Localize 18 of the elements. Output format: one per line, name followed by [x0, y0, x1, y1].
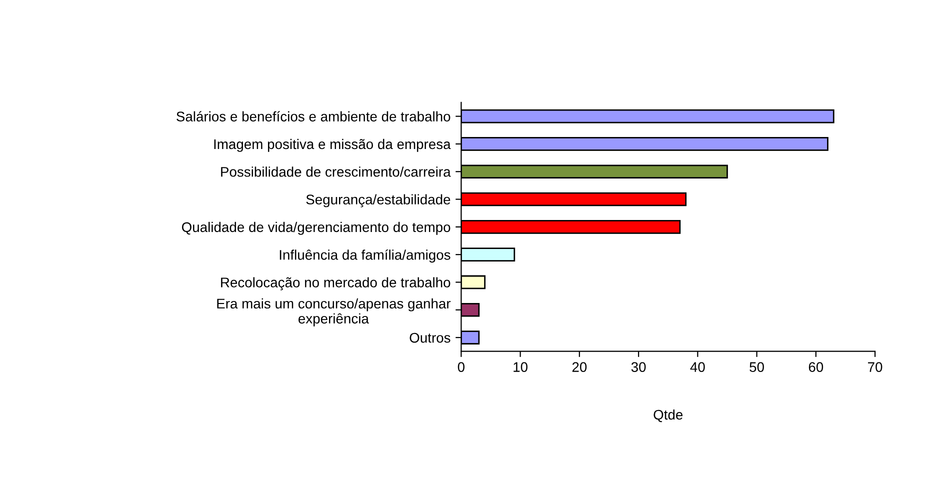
y-tick-label: Possibilidade de crescimento/carreira [221, 166, 451, 177]
x-tick-label: 50 [750, 362, 764, 372]
x-tick-label: 40 [690, 362, 705, 372]
x-tick-label: 20 [572, 362, 587, 372]
y-tick-label: Recolocação no mercado de trabalho [221, 277, 450, 290]
y-tick-label: Segurança/estabilidade [306, 194, 450, 208]
x-tick-label: 0 [458, 362, 465, 372]
y-tick-label: Qualidade de vida/gerenciamento do tempo [182, 222, 450, 235]
x-tick-label: 60 [808, 362, 824, 372]
y-tick-label: Imagem positiva e missão da empresa [214, 138, 451, 152]
y-tick-label: Salários e benefícios e ambiente de trabalho [176, 111, 450, 122]
y-tick-label: Era mais um concurso/apenas ganhar experiência [217, 298, 451, 326]
x-tick-label: 30 [631, 362, 646, 372]
x-axis-title: Qtde [654, 409, 683, 422]
y-tick-label: Influência da família/amigos [280, 249, 450, 263]
x-tick-label: 70 [868, 362, 882, 372]
y-tick-label: Outros [410, 332, 450, 343]
x-tick-label: 10 [514, 362, 528, 372]
